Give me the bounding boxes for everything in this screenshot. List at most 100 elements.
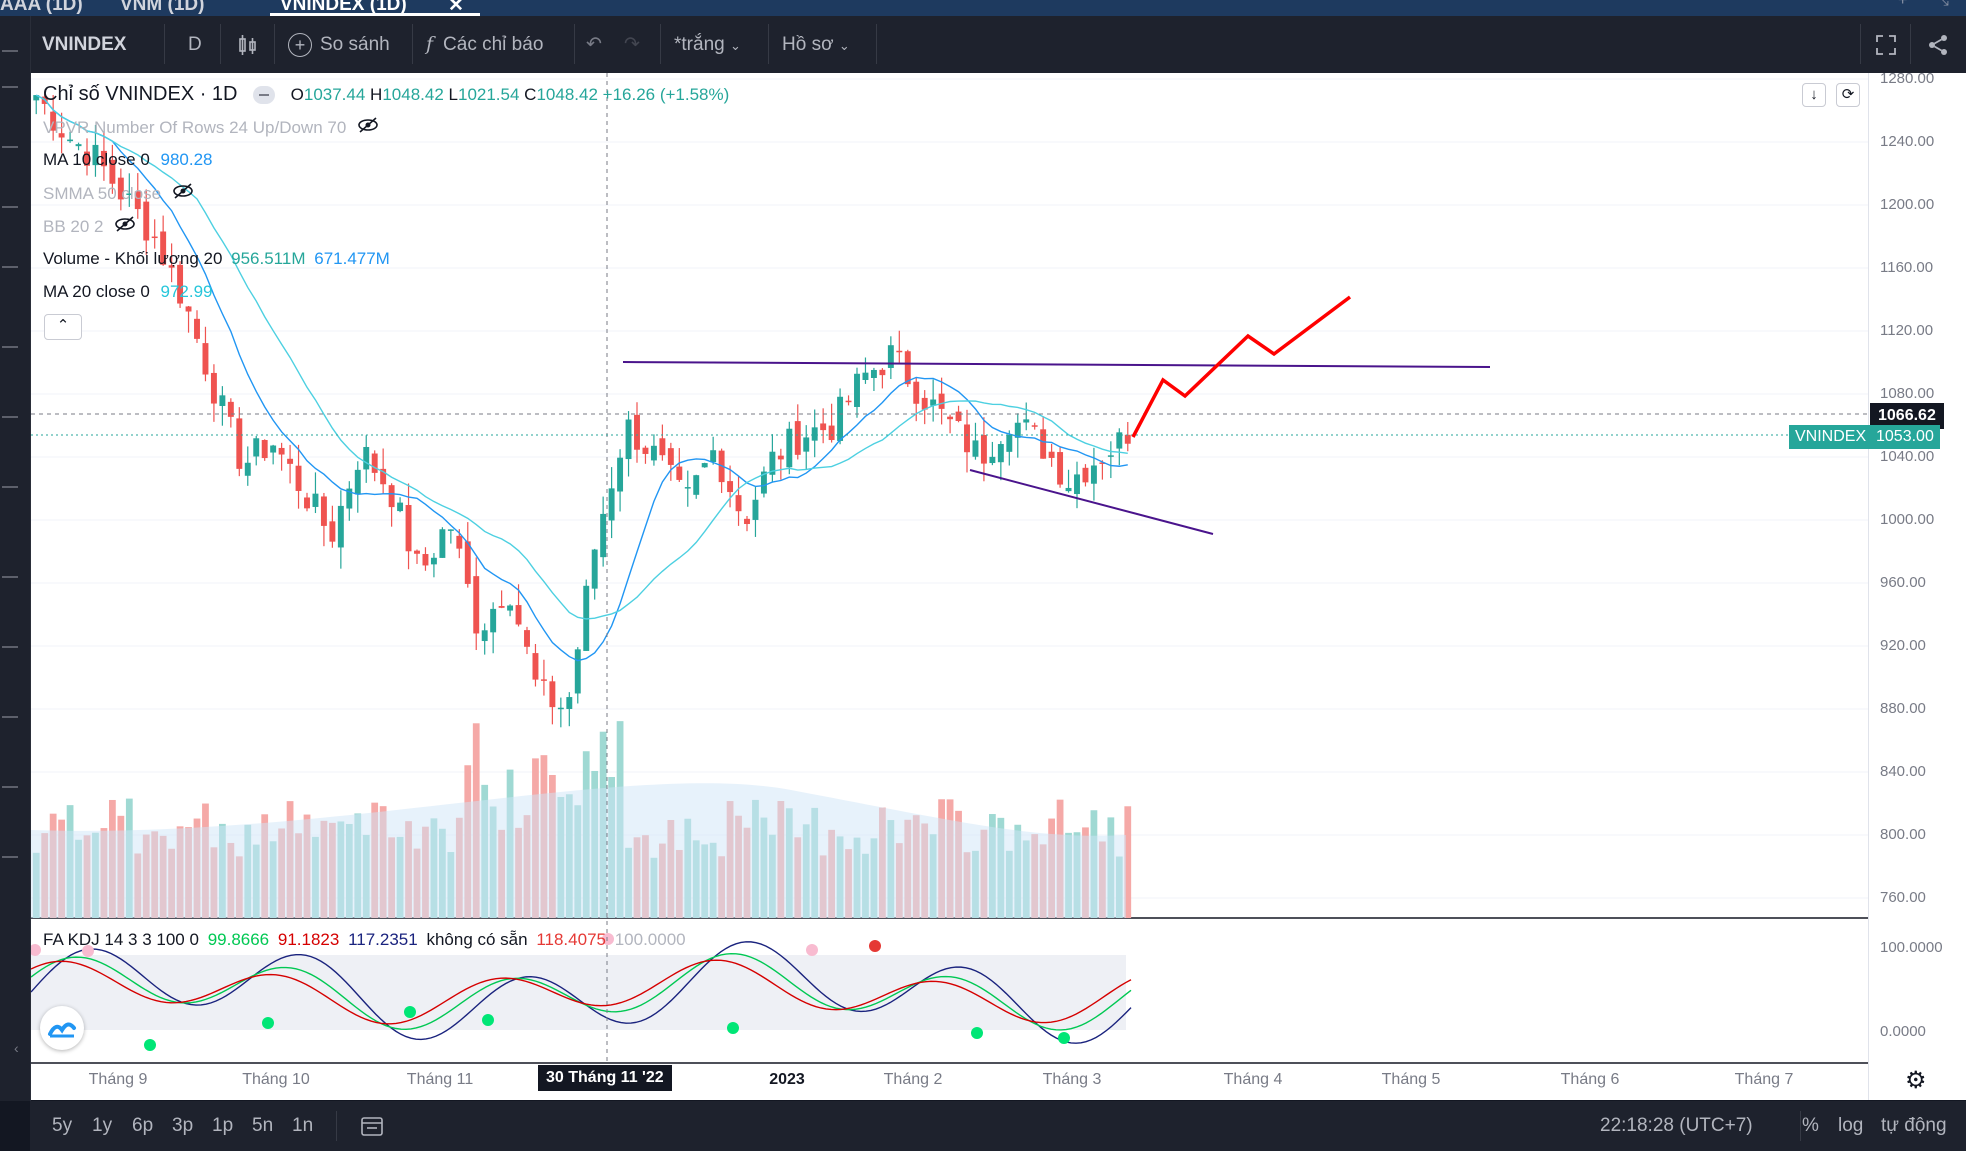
candle-body: [481, 630, 488, 642]
divider: [1860, 24, 1861, 64]
candle-body: [972, 440, 979, 457]
kdj-buy-signal: [1058, 1032, 1070, 1044]
undo-icon[interactable]: ↶: [586, 34, 602, 55]
log-toggle[interactable]: log: [1838, 1115, 1864, 1136]
candle-body: [667, 448, 674, 465]
candle-body: [752, 499, 759, 520]
candle-body: [557, 707, 564, 710]
candle-body: [947, 416, 954, 420]
volume-legend[interactable]: Volume - Khối lượng 20 956.511M 671.477M: [43, 249, 390, 269]
text-icon[interactable]: [2, 416, 18, 418]
tradingview-logo-icon[interactable]: [40, 1006, 84, 1050]
volume-ma-area: [31, 783, 1126, 918]
collapse-legend-button[interactable]: ⌃: [44, 314, 82, 340]
range-1n[interactable]: 1n: [292, 1115, 314, 1136]
vpvr-legend[interactable]: VPVR Number Of Rows 24 Up/Down 70: [43, 117, 379, 138]
range-1y[interactable]: 1y: [92, 1115, 113, 1136]
candle-body: [524, 630, 530, 647]
interval-button[interactable]: D: [188, 34, 202, 55]
zoom-icon[interactable]: [2, 576, 18, 578]
tab-vnm[interactable]: VNM (1D): [120, 0, 205, 15]
range-5n[interactable]: 5n: [252, 1115, 274, 1136]
collapse-icon[interactable]: ⤡: [1936, 0, 1949, 9]
eye-icon[interactable]: [2, 786, 18, 788]
pattern-icon[interactable]: [2, 206, 18, 208]
low-label: L: [448, 85, 458, 104]
time-tick: Tháng 2: [883, 1071, 943, 1088]
close-tab-icon[interactable]: ✕: [448, 0, 464, 16]
kdj-legend[interactable]: FA KDJ 14 3 3 100 0 99.8666 91.1823 117.…: [43, 930, 686, 950]
indicators-button[interactable]: f Các chỉ báo: [426, 16, 543, 73]
fib-icon[interactable]: [2, 146, 18, 148]
chart-type-icon[interactable]: [236, 16, 260, 73]
symbol-search-button[interactable]: VNINDEX: [42, 34, 127, 55]
crosshair-price-label: 1066.62: [1870, 403, 1944, 429]
candle-body: [938, 393, 945, 409]
hide-legend-icon[interactable]: [253, 85, 276, 104]
divider: [574, 24, 575, 64]
settings-gear-icon[interactable]: ⚙: [1905, 1067, 1927, 1094]
kdj-sell-signal: [869, 940, 881, 952]
candle-body: [566, 697, 573, 709]
bb-legend[interactable]: BB 20 2: [43, 216, 136, 237]
kdj-value-upper: 118.4075: [536, 930, 606, 949]
hidden-eye-icon[interactable]: [114, 216, 136, 236]
price-axis[interactable]: [1868, 73, 1966, 1100]
tab-aaa[interactable]: AAA (1D): [0, 0, 83, 15]
clock[interactable]: 22:18:28 (UTC+7): [1600, 1115, 1753, 1136]
candle-body: [862, 372, 869, 380]
compare-button[interactable]: + So sánh: [288, 16, 390, 73]
trash-icon[interactable]: [2, 856, 18, 858]
refresh-icon[interactable]: ⟳: [1836, 83, 1860, 107]
candle-body: [287, 458, 294, 464]
measure-icon[interactable]: [2, 486, 18, 488]
candle-body: [422, 554, 429, 566]
magnet-icon[interactable]: [2, 646, 18, 648]
cursor-icon[interactable]: [2, 50, 18, 52]
ma20-legend[interactable]: MA 20 close 0 972.99: [43, 282, 213, 302]
collapse-panel-icon[interactable]: ‹: [14, 1040, 19, 1056]
hidden-eye-icon[interactable]: [172, 183, 194, 203]
candle-body: [100, 150, 107, 167]
projection-path: [1131, 295, 1352, 438]
ma10-legend[interactable]: MA 10 close 0 980.28: [43, 150, 213, 170]
fullscreen-icon[interactable]: [1874, 16, 1898, 73]
lock-icon[interactable]: [2, 716, 18, 718]
profile-dropdown[interactable]: Hồ sơ ⌄: [782, 16, 850, 73]
smma-label: SMMA 50 close: [43, 184, 162, 203]
compare-label: So sánh: [320, 34, 390, 55]
candle-body: [879, 369, 886, 376]
auto-toggle[interactable]: tự động: [1881, 1115, 1947, 1136]
indicators-label: Các chỉ báo: [443, 34, 544, 55]
theme-dropdown[interactable]: *trắng ⌄: [674, 16, 741, 73]
share-icon[interactable]: [1926, 16, 1950, 73]
candle-body: [820, 423, 827, 431]
range-5y[interactable]: 5y: [52, 1115, 73, 1136]
bottom-toolbar: 5y 1y 6p 3p 1p 5n 1n 22:18:28 (UTC+7) % …: [30, 1101, 1966, 1151]
high-label: H: [370, 85, 383, 104]
redo-icon[interactable]: ↷: [624, 34, 640, 55]
top-toolbar: VNINDEX D + So sánh f Các chỉ báo ↶ ↷ *trắ…: [30, 16, 1966, 73]
range-3p[interactable]: 3p: [172, 1115, 194, 1136]
price-tick: 920.00: [1880, 637, 1926, 654]
candle-body: [244, 462, 251, 476]
trendline-icon[interactable]: [2, 86, 18, 88]
add-icon[interactable]: +: [1898, 0, 1908, 9]
candle-body: [989, 456, 996, 464]
range-1p[interactable]: 1p: [212, 1115, 234, 1136]
candle-body: [964, 424, 970, 453]
tab-vnindex[interactable]: VNINDEX (1D): [280, 0, 407, 15]
percent-toggle[interactable]: %: [1802, 1115, 1819, 1136]
smma-legend[interactable]: SMMA 50 close: [43, 183, 194, 204]
candle-body: [194, 318, 200, 339]
hidden-eye-icon[interactable]: [357, 117, 379, 137]
chart-pane[interactable]: [31, 73, 1868, 1100]
prediction-icon[interactable]: [2, 266, 18, 268]
shapes-icon[interactable]: [2, 346, 18, 348]
volume-value-a: 956.511M: [231, 249, 306, 268]
price-chart[interactable]: [31, 73, 1868, 1100]
goto-date-icon[interactable]: [360, 1101, 384, 1151]
download-icon[interactable]: ↓: [1802, 83, 1826, 107]
range-6p[interactable]: 6p: [132, 1115, 154, 1136]
ma10-line: [35, 94, 1128, 662]
